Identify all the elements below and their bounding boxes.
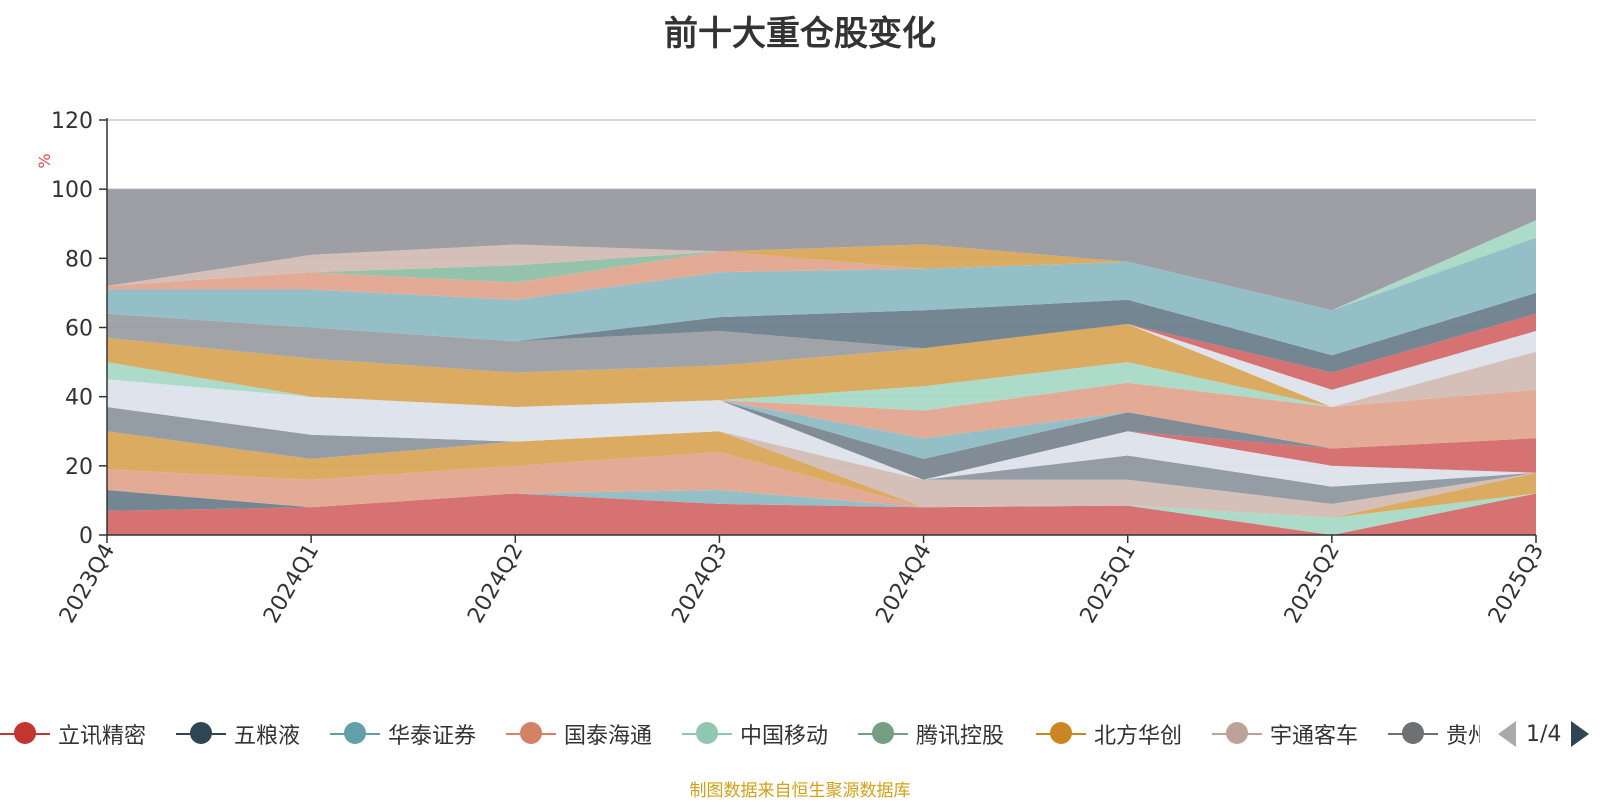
area-band-12 <box>107 379 1536 449</box>
area-band-7 <box>107 407 1536 504</box>
legend-marker-icon <box>1036 712 1086 756</box>
area-band-2 <box>107 490 1536 535</box>
legend-item[interactable]: 华泰证券 <box>330 712 476 756</box>
legend-prev-page-icon[interactable] <box>1498 721 1516 747</box>
area-band-16 <box>107 313 1536 407</box>
legend-item[interactable]: 国泰海通 <box>506 712 652 756</box>
chart-area: 0 20 40 60 80 100 120% 2023Q4 2024Q1 2024Q2 2024Q3… <box>35 109 1549 628</box>
area-band-15 <box>107 324 1536 407</box>
area-band-21 <box>107 237 1536 311</box>
legend-marker-icon <box>1212 712 1262 756</box>
area-band-13 <box>107 362 1536 411</box>
area-band-19 <box>107 292 1536 373</box>
x-tick-label: 2025Q2 <box>1280 540 1345 628</box>
legend-marker-icon <box>682 712 732 756</box>
x-tick-label: 2024Q1 <box>259 540 324 628</box>
area-band-0 <box>107 493 1536 535</box>
legend-item[interactable]: 贵州茅台 <box>1388 712 1480 756</box>
area-band-26 <box>107 189 1536 311</box>
legend-pager: 1/4 <box>1498 712 1590 756</box>
legend-item[interactable]: 腾讯控股 <box>858 712 1004 756</box>
y-tick-label: 80 <box>65 247 93 272</box>
legend-marker-icon <box>1388 712 1438 756</box>
y-tick-label: 20 <box>65 455 93 480</box>
legend-marker-icon <box>858 712 908 756</box>
y-tick-label: 40 <box>65 386 93 411</box>
legend-label: 五粮液 <box>234 724 301 749</box>
legend-marker-icon <box>506 712 556 756</box>
legend-marker-icon <box>330 712 380 756</box>
area-band-14 <box>107 324 1536 407</box>
area-band-23 <box>107 237 1536 311</box>
legend-marker-icon <box>176 712 226 756</box>
y-tick-label: 120 <box>51 109 93 134</box>
legend-page-indicator: 1/4 <box>1526 721 1562 747</box>
legend-item[interactable]: 宇通客车 <box>1212 712 1358 756</box>
x-tick-label: 2025Q3 <box>1484 540 1549 628</box>
legend: 立讯精密 五粮液 华泰证券 国泰海通 中国移动 腾讯控股 北方华创 宇通客车 贵州茅台 <box>0 712 1600 756</box>
legend-label: 国泰海通 <box>564 724 653 749</box>
area-band-20 <box>107 237 1536 356</box>
x-tick-label: 2023Q4 <box>55 540 120 628</box>
legend-label: 宇通客车 <box>1270 724 1359 749</box>
legend-label: 立讯精密 <box>58 724 147 749</box>
area-band-24 <box>107 237 1536 311</box>
legend-item[interactable]: 北方华创 <box>1036 712 1182 756</box>
legend-item[interactable]: 中国移动 <box>682 712 828 756</box>
area-band-22 <box>107 237 1536 311</box>
legend-marker-icon <box>0 712 50 756</box>
legend-item[interactable]: 立讯精密 <box>0 712 146 756</box>
x-tick-label: 2024Q4 <box>871 540 936 628</box>
y-tick-label: 0 <box>79 524 93 549</box>
legend-label: 贵州茅台 <box>1446 724 1480 749</box>
area-band-4 <box>107 452 1536 518</box>
area-band-8 <box>107 379 1536 487</box>
x-tick-label: 2024Q2 <box>463 540 528 628</box>
legend-label: 腾讯控股 <box>916 724 1005 749</box>
legend-next-page-icon[interactable] <box>1571 721 1590 747</box>
area-band-10 <box>107 379 1536 480</box>
source-note: 制图数据来自恒生聚源数据库 <box>689 781 911 801</box>
y-axis-label: % <box>35 153 54 168</box>
area-band-5 <box>107 431 1536 518</box>
legend-label: 北方华创 <box>1094 724 1183 749</box>
x-tick-label: 2025Q1 <box>1076 540 1141 628</box>
area-band-6 <box>107 431 1536 518</box>
legend-label: 中国移动 <box>740 724 829 749</box>
area-bands <box>107 189 1536 535</box>
y-tick-label: 60 <box>65 317 93 342</box>
legend-label: 华泰证券 <box>388 724 477 749</box>
y-tick-label: 100 <box>51 178 93 203</box>
x-tick-label: 2024Q3 <box>667 540 732 628</box>
chart-title: 前十大重仓股变化 <box>664 14 936 54</box>
legend-item[interactable]: 五粮液 <box>176 712 300 756</box>
